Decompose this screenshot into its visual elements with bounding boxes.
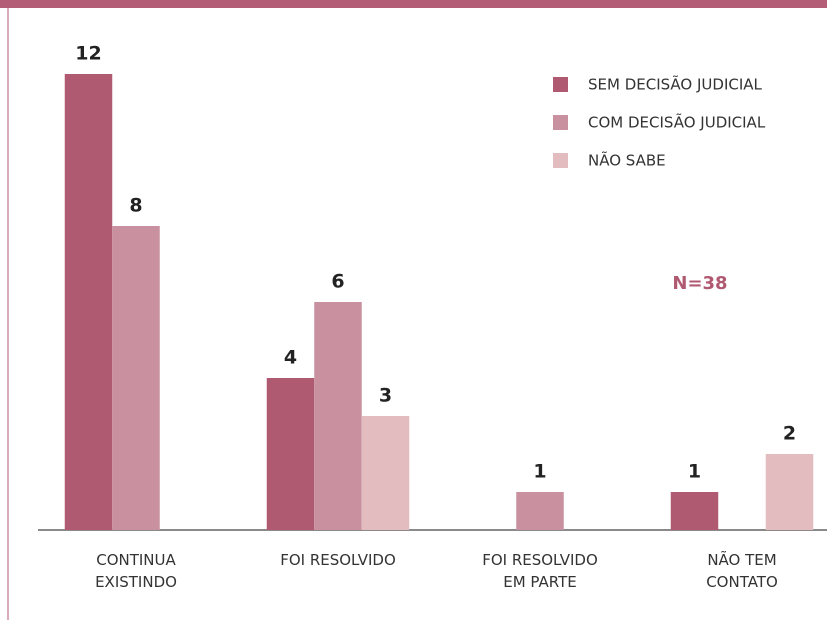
legend-swatch <box>553 77 568 92</box>
bar <box>516 492 564 530</box>
x-tick-label: NÃO TEM CONTATO <box>706 550 778 591</box>
legend-label: COM DECISÃO JUDICIAL <box>588 113 766 132</box>
data-label: 4 <box>284 347 297 369</box>
x-tick-label: CONTINUA EXISTINDO <box>95 551 177 591</box>
data-label: 12 <box>75 43 101 65</box>
bar <box>64 74 113 530</box>
bar <box>112 226 160 530</box>
x-tick-label: FOI RESOLVIDO EM PARTE <box>482 551 598 591</box>
data-label: 1 <box>688 461 701 483</box>
legend-label: NÃO SABE <box>588 151 666 170</box>
data-label: 1 <box>533 461 546 483</box>
annotation: N=38 <box>672 273 727 294</box>
data-label: 6 <box>331 271 344 293</box>
bar <box>266 378 315 530</box>
bar <box>765 454 814 530</box>
bar <box>361 416 410 530</box>
bar <box>670 492 719 530</box>
data-label: 2 <box>783 423 796 445</box>
legend-label: SEM DECISÃO JUDICIAL <box>588 75 763 94</box>
bar <box>314 302 362 530</box>
legend-swatch <box>553 153 568 168</box>
data-label: 8 <box>129 195 142 217</box>
legend-swatch <box>553 115 568 130</box>
x-tick-label: FOI RESOLVIDO <box>280 551 396 569</box>
data-label: 3 <box>379 385 392 407</box>
top-band <box>0 0 827 8</box>
